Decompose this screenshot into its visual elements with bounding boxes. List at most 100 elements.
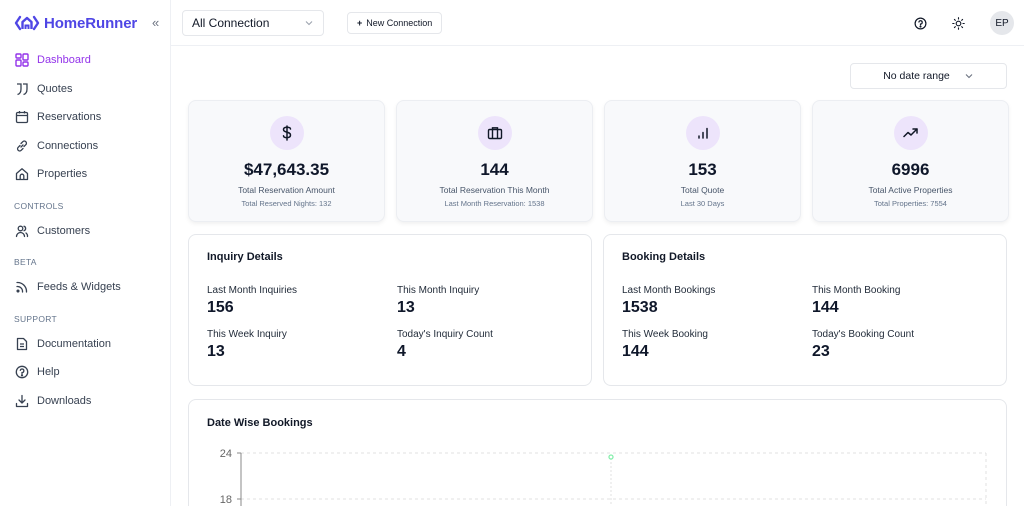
sidebar-item-label: Help	[37, 366, 60, 379]
stat-sub: Last Month Reservation: 1538	[444, 199, 545, 208]
field-value: 13	[397, 299, 415, 316]
link-icon	[14, 138, 30, 154]
sidebar-item-label: Dashboard	[37, 54, 91, 67]
brand-name: HomeRunner	[44, 14, 138, 32]
inquiry-details-title: Inquiry Details	[207, 251, 283, 263]
stat-card-reservation-amount: $47,643.35 Total Reservation Amount Tota…	[188, 100, 385, 222]
field-label: Last Month Bookings	[622, 285, 716, 296]
dashboard-icon	[14, 52, 30, 68]
rss-icon	[14, 279, 30, 295]
stat-card-reservation-month: 144 Total Reservation This Month Last Mo…	[396, 100, 593, 222]
connection-select[interactable]: All Connection	[182, 9, 324, 36]
data-point	[608, 454, 614, 460]
field-value: 13	[207, 343, 225, 360]
stat-value: 144	[480, 160, 509, 179]
field-value: 23	[812, 343, 830, 360]
inquiry-field: Last Month Inquiries 156	[207, 285, 397, 317]
field-value: 144	[622, 343, 649, 360]
sidebar: HomeRunner « Dashboard Quotes Reservatio…	[0, 0, 171, 506]
collapse-sidebar-icon[interactable]: «	[152, 15, 160, 30]
trending-up-icon	[893, 116, 928, 150]
topbar: All Connection + New Connection EP	[171, 0, 1024, 46]
field-label: Last Month Inquiries	[207, 285, 298, 296]
inquiry-field: Today's Inquiry Count 4	[397, 329, 587, 361]
section-controls: CONTROLS	[14, 200, 64, 211]
calendar-icon	[14, 109, 30, 125]
field-label: Today's Booking Count	[812, 329, 914, 340]
sidebar-item-label: Feeds & Widgets	[37, 281, 121, 294]
sidebar-item-label: Reservations	[37, 111, 102, 124]
booking-field: This Week Booking 144	[622, 329, 812, 361]
inquiry-details-grid: Last Month Inquiries 156 This Month Inqui…	[207, 285, 591, 361]
booking-details-card: Booking Details Last Month Bookings 1538 …	[603, 234, 1007, 386]
stat-sub: Total Properties: 7554	[874, 199, 947, 208]
date-wise-bookings-chart: 24 18	[220, 448, 987, 506]
field-value: 144	[812, 299, 839, 316]
field-label: This Month Inquiry	[397, 285, 480, 296]
booking-field: Last Month Bookings 1538	[622, 285, 812, 317]
sidebar-item-downloads[interactable]: Downloads	[14, 387, 170, 416]
download-icon	[14, 393, 30, 409]
stat-label: Total Active Properties	[868, 185, 953, 195]
sidebar-item-reservations[interactable]: Reservations	[14, 103, 170, 132]
sidebar-item-dashboard[interactable]: Dashboard	[14, 46, 170, 75]
sidebar-item-label: Documentation	[37, 337, 111, 350]
help-icon	[14, 364, 30, 380]
field-value: 1538	[622, 299, 658, 316]
users-icon	[14, 223, 30, 239]
stats-row: $47,643.35 Total Reservation Amount Tota…	[188, 100, 1009, 222]
booking-details-title: Booking Details	[622, 251, 706, 263]
sidebar-item-connections[interactable]: Connections	[14, 132, 170, 161]
sidebar-item-label: Downloads	[37, 394, 92, 407]
topbar-actions: EP	[912, 0, 1014, 46]
sidebar-item-quotes[interactable]: Quotes	[14, 75, 170, 104]
stat-value: 153	[688, 160, 717, 179]
section-support: SUPPORT	[14, 313, 58, 324]
plus-icon: +	[357, 17, 363, 28]
sidebar-item-customers[interactable]: Customers	[14, 217, 170, 246]
section-beta: BETA	[14, 257, 37, 267]
field-label: This Month Booking	[812, 285, 901, 296]
booking-details-grid: Last Month Bookings 1538 This Month Booki…	[622, 285, 1006, 361]
booking-field: This Month Booking 144	[812, 285, 1002, 317]
stat-sub: Last 30 Days	[680, 199, 725, 208]
sidebar-item-label: Customers	[37, 224, 91, 237]
stat-value: 6996	[891, 160, 930, 179]
quote-icon	[14, 81, 30, 97]
theme-toggle-sun-icon[interactable]	[950, 15, 966, 31]
sidebar-item-feeds-widgets[interactable]: Feeds & Widgets	[14, 273, 170, 302]
dollar-icon	[269, 116, 304, 150]
sidebar-item-properties[interactable]: Properties	[14, 160, 170, 189]
date-wise-bookings-card: Date Wise Bookings 24 18	[188, 399, 1007, 506]
chevron-down-icon	[964, 71, 974, 81]
stat-label: Total Quote	[680, 185, 725, 195]
sidebar-item-label: Connections	[37, 139, 99, 152]
booking-field: Today's Booking Count 23	[812, 329, 1002, 361]
y-tick-label: 24	[220, 448, 232, 460]
stat-card-total-quote: 153 Total Quote Last 30 Days	[604, 100, 801, 222]
date-range-value: No date range	[883, 70, 950, 82]
sidebar-item-label: Quotes	[37, 82, 73, 95]
user-avatar[interactable]: EP	[990, 11, 1014, 35]
home-icon	[14, 166, 30, 182]
main-content: All Connection + New Connection EP No da…	[171, 0, 1024, 506]
inquiry-details-card: Inquiry Details Last Month Inquiries 156 …	[188, 234, 592, 386]
bar-chart-icon	[685, 116, 720, 150]
sidebar-item-help[interactable]: Help	[14, 358, 170, 387]
sidebar-item-label: Properties	[37, 168, 88, 181]
field-label: Today's Inquiry Count	[397, 329, 493, 340]
date-range-select[interactable]: No date range	[850, 63, 1007, 89]
brand[interactable]: HomeRunner	[14, 0, 170, 46]
stat-label: Total Reservation This Month	[439, 185, 550, 195]
help-circle-icon[interactable]	[912, 15, 928, 31]
connection-select-value: All Connection	[192, 15, 270, 30]
briefcase-icon	[477, 116, 512, 150]
stat-card-active-properties: 6996 Total Active Properties Total Prope…	[812, 100, 1009, 222]
field-label: This Week Inquiry	[207, 329, 287, 340]
chevron-down-icon	[304, 18, 314, 28]
new-connection-button[interactable]: + New Connection	[347, 11, 443, 34]
stat-value: $47,643.35	[243, 160, 330, 179]
sidebar-item-documentation[interactable]: Documentation	[14, 330, 170, 359]
stat-label: Total Reservation Amount	[238, 185, 335, 195]
